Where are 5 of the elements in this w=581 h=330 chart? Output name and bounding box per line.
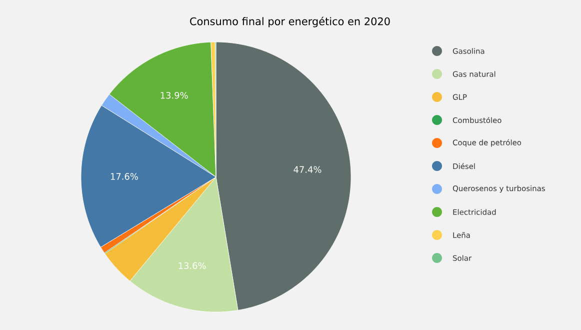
data-label: 13.9% [160, 92, 188, 99]
chart-title: Consumo final por energético en 2020 [190, 16, 390, 28]
data-label: 17.6% [110, 173, 138, 180]
data-label: 13.6% [178, 262, 206, 270]
data-label: 47.4% [294, 166, 322, 173]
